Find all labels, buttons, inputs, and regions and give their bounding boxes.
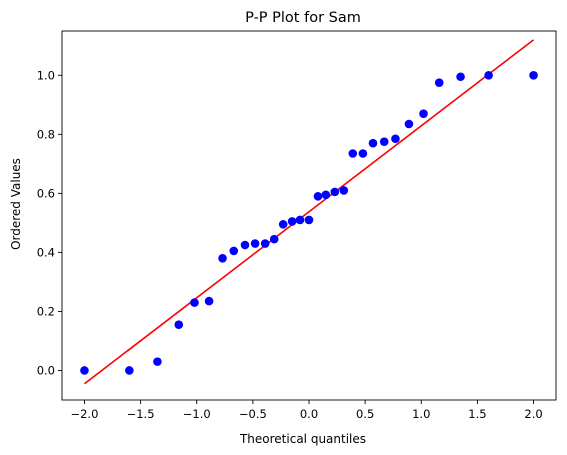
x-tick-label: 2.0: [524, 407, 542, 421]
data-point: [529, 70, 538, 80]
data-point: [434, 78, 444, 87]
data-point: [260, 239, 270, 248]
y-tick-label: 0.2: [37, 304, 55, 318]
data-point: [313, 192, 323, 201]
x-tick-label: 1.0: [412, 407, 430, 421]
data-point: [304, 215, 314, 225]
data-point: [250, 239, 260, 248]
x-tick-label: 1.5: [468, 407, 486, 421]
data-point: [484, 70, 493, 80]
x-tick-label: −1.5: [127, 407, 155, 421]
y-axis-label: Ordered Values: [9, 158, 23, 250]
data-point: [287, 217, 297, 226]
x-tick-label: −2.0: [70, 407, 98, 421]
plot-area: −2.0 −1.5 −1.0 −0.5 0.0 0.5 1.0 1.5 2.0 0.0 0.2 0.4…: [37, 30, 557, 421]
data-point: [358, 149, 368, 158]
x-tick-label: −1.0: [183, 407, 211, 421]
data-point: [80, 366, 89, 375]
y-tick-label: 0.6: [37, 186, 55, 200]
data-point: [339, 186, 349, 195]
data-point: [348, 149, 358, 158]
chart-title: P-P Plot for Sam: [245, 10, 361, 26]
x-tick-label: −0.5: [239, 407, 267, 421]
y-tick-label: 1.0: [37, 68, 55, 82]
data-point: [204, 296, 214, 306]
data-point: [379, 137, 389, 146]
data-point: [391, 134, 400, 144]
x-axis-label: Theoretical quantiles: [239, 432, 366, 446]
data-point: [269, 234, 279, 244]
data-point: [278, 220, 288, 229]
y-tick-label: 0.8: [37, 127, 55, 141]
data-point: [218, 254, 227, 263]
y-tick-label: 0.0: [37, 363, 55, 377]
data-point: [153, 357, 162, 366]
data-point: [456, 72, 465, 82]
x-tick-label: 0.5: [356, 407, 374, 421]
data-point: [368, 138, 378, 148]
data-point: [295, 215, 305, 225]
data-point: [330, 187, 340, 197]
fit-line: [83, 39, 535, 385]
data-point: [125, 366, 134, 375]
x-tick-label: 0.0: [300, 407, 318, 421]
data-point: [419, 109, 428, 118]
data-point: [190, 298, 199, 307]
data-point: [240, 240, 250, 250]
data-point: [229, 246, 239, 256]
data-point: [174, 320, 184, 330]
y-tick-label: 0.4: [37, 245, 55, 259]
data-point: [321, 190, 331, 200]
data-point: [404, 119, 414, 129]
